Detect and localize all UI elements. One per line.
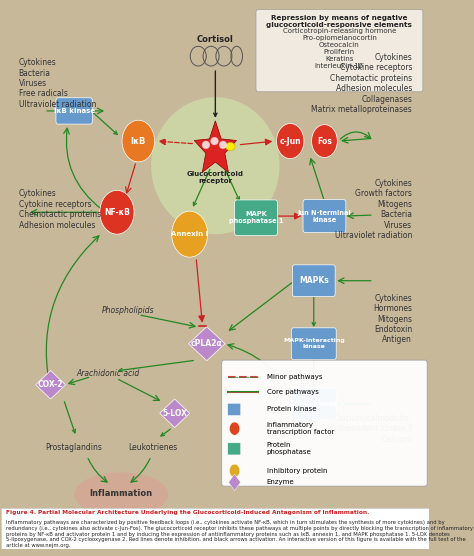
Circle shape (122, 120, 155, 162)
FancyBboxPatch shape (292, 328, 336, 360)
Text: Core pathways: Core pathways (267, 389, 319, 395)
Polygon shape (160, 399, 190, 428)
Circle shape (311, 125, 337, 157)
Ellipse shape (202, 141, 210, 148)
FancyBboxPatch shape (303, 200, 346, 232)
Text: Repression by means of negative
glucocorticoid-responsive elements: Repression by means of negative glucocor… (266, 15, 412, 28)
Text: Cytokines
Cytokine receptors
Chemotactic proteins
Adhesion molecules: Cytokines Cytokine receptors Chemotactic… (18, 190, 100, 230)
FancyBboxPatch shape (56, 98, 92, 124)
Ellipse shape (226, 142, 235, 151)
FancyBboxPatch shape (292, 388, 336, 420)
Text: Inflammatory
transcription factor: Inflammatory transcription factor (267, 422, 334, 435)
Text: NF-κB: NF-κB (104, 208, 130, 217)
Text: Protein
phosphatase: Protein phosphatase (267, 443, 311, 455)
Text: MAPKs: MAPKs (299, 276, 328, 285)
Text: Cytokines
Growth factors
Mitogens
Bacteria
Viruses
Ultraviolet radiation: Cytokines Growth factors Mitogens Bacter… (335, 179, 412, 240)
Circle shape (100, 190, 134, 234)
Text: Inhibitory protein: Inhibitory protein (267, 468, 327, 474)
Text: Inflammatory pathways are characterized by positive feedback loops (i.e., cytoki: Inflammatory pathways are characterized … (6, 520, 473, 548)
Ellipse shape (219, 141, 227, 148)
Text: Jun N-terminal
kinase: Jun N-terminal kinase (298, 210, 351, 222)
Circle shape (172, 211, 208, 257)
Text: IκB: IκB (131, 137, 146, 146)
Text: Cytokines
Cytokine receptors
Chemotactic proteins
Adhesion molecules
Collagenase: Cytokines Cytokine receptors Chemotactic… (311, 53, 412, 114)
FancyBboxPatch shape (1, 508, 429, 552)
Text: cPLA2α: cPLA2α (191, 339, 223, 348)
Text: 5-LOX: 5-LOX (162, 409, 187, 418)
Ellipse shape (74, 473, 168, 516)
Ellipse shape (151, 97, 280, 234)
Text: Phospholipids: Phospholipids (101, 306, 154, 315)
Text: Cytokines
Bacteria
Viruses
Free radicals
Ultraviolet radiation: Cytokines Bacteria Viruses Free radicals… (18, 58, 96, 109)
Polygon shape (189, 327, 225, 361)
Text: Glucocorticoid
receptor: Glucocorticoid receptor (187, 171, 244, 184)
Circle shape (229, 464, 240, 478)
FancyBboxPatch shape (256, 9, 423, 92)
Text: Cytokines
Hormones
Mitogens
Endotoxin
Antigen: Cytokines Hormones Mitogens Endotoxin An… (373, 294, 412, 344)
Text: c-Jun: c-Jun (279, 137, 301, 146)
Polygon shape (194, 121, 237, 172)
Text: Prostaglandins: Prostaglandins (46, 443, 102, 452)
Text: Enzyme: Enzyme (267, 479, 294, 485)
Text: Figure 4. Partial Molecular Architecture Underlying the Glucocorticoid-Induced A: Figure 4. Partial Molecular Architecture… (6, 510, 369, 515)
Text: Minor pathways: Minor pathways (267, 374, 322, 380)
Ellipse shape (210, 137, 219, 145)
Polygon shape (228, 474, 241, 490)
Text: IκB kinase: IκB kinase (54, 108, 95, 114)
Text: Calcium/calmodulin-
dependent kinase II
Calcium: Calcium/calmodulin- dependent kinase II … (334, 414, 412, 444)
FancyBboxPatch shape (222, 360, 427, 486)
Text: Arachidonic acid: Arachidonic acid (77, 369, 140, 378)
FancyBboxPatch shape (235, 200, 277, 236)
Text: Inflammation: Inflammation (90, 489, 153, 498)
Text: Leukotrienes: Leukotrienes (128, 443, 178, 452)
Text: Fos: Fos (317, 137, 332, 146)
Polygon shape (36, 370, 65, 399)
Text: Protein kinase: Protein kinase (267, 406, 316, 413)
FancyBboxPatch shape (292, 265, 335, 296)
Text: MAPK
phosphatase 1: MAPK phosphatase 1 (229, 211, 283, 224)
FancyBboxPatch shape (228, 443, 241, 455)
Text: COX-2: COX-2 (38, 380, 64, 389)
Text: MAPK-interacting
kinase: MAPK-interacting kinase (283, 338, 345, 349)
Circle shape (229, 422, 240, 435)
Text: Annexin I: Annexin I (171, 231, 208, 237)
FancyBboxPatch shape (228, 404, 241, 415)
Text: Cortisol: Cortisol (197, 35, 234, 44)
Circle shape (276, 123, 304, 158)
Text: Corticotropin-releasing hormone
Pro-opiomelanocortin
Osteocalcin
Proliferin
Kera: Corticotropin-releasing hormone Pro-opio… (283, 28, 396, 69)
Text: Calcium kinase II: Calcium kinase II (282, 401, 345, 407)
